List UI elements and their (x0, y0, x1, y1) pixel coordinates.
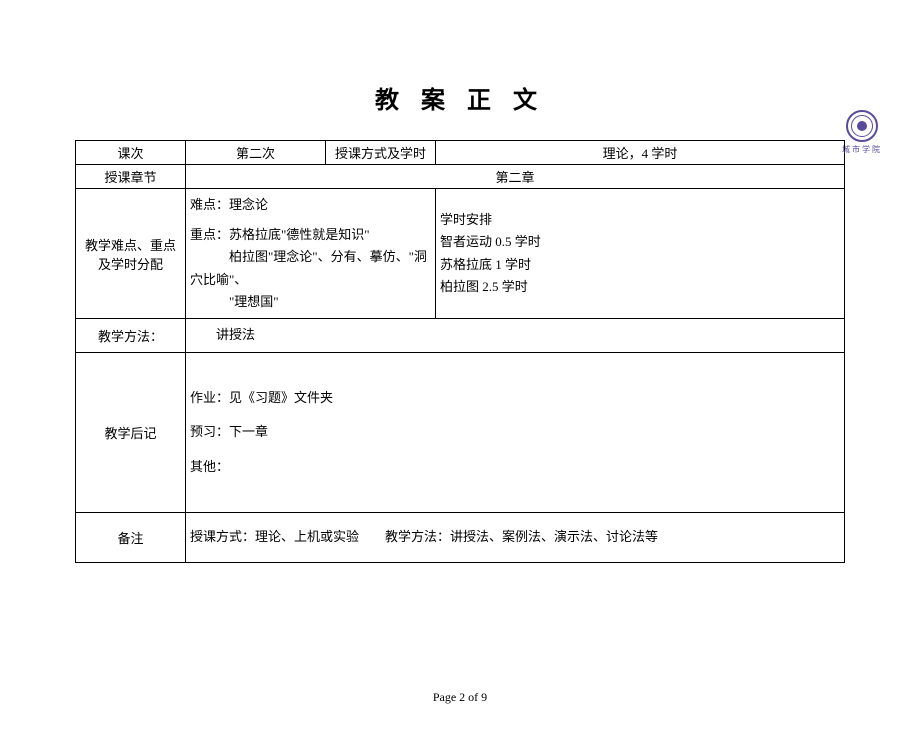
afterword-label: 教学后记 (76, 353, 186, 513)
other-line: 其他： (190, 456, 840, 478)
keypoint-line: 重点：苏格拉底"德性就是知识" (190, 224, 431, 246)
teaching-method-value: 讲授法 (186, 319, 845, 353)
table-row: 备注 授课方式：理论、上机或实验 教学方法：讲授法、案例法、演示法、讨论法等 (76, 513, 845, 563)
afterword-content: 作业：见《习题》文件夹 预习：下一章 其他： (186, 353, 845, 513)
homework-line: 作业：见《习题》文件夹 (190, 387, 840, 409)
difficulties-label: 教学难点、重点及学时分配 (76, 189, 186, 319)
page-footer: Page 2 of 9 (0, 690, 920, 705)
total-pages: 9 (481, 690, 487, 704)
chapter-label: 授课章节 (76, 165, 186, 189)
logo-institution-name: 城市学院 (842, 144, 882, 155)
page-label: Page (433, 690, 456, 704)
hours-line: 苏格拉底 1 学时 (440, 254, 840, 276)
logo-seal-icon (846, 110, 878, 142)
lesson-plan-table: 课次 第二次 授课方式及学时 理论，4 学时 授课章节 第二章 教学难点、重点及… (75, 140, 845, 563)
table-row: 教学难点、重点及学时分配 难点：理念论 重点：苏格拉底"德性就是知识" 柏拉图"… (76, 189, 845, 319)
session-label: 课次 (76, 141, 186, 165)
keypoint-line: 柏拉图"理念论"、分有、摹仿、"洞穴比喻"、 (190, 246, 431, 290)
hours-allocation: 学时安排 智者运动 0.5 学时 苏格拉底 1 学时 柏拉图 2.5 学时 (436, 189, 845, 319)
of-label: of (468, 690, 478, 704)
page-title: 教 案 正 文 (0, 80, 920, 115)
table-row: 教学方法： 讲授法 (76, 319, 845, 353)
table-row: 教学后记 作业：见《习题》文件夹 预习：下一章 其他： (76, 353, 845, 513)
mode-hours-value: 理论，4 学时 (436, 141, 845, 165)
session-value: 第二次 (186, 141, 326, 165)
difficulty-line: 难点：理念论 (190, 194, 431, 216)
preview-line: 预习：下一章 (190, 421, 840, 443)
institution-logo: 城市学院 (842, 110, 882, 155)
hours-line: 学时安排 (440, 209, 840, 231)
mode-hours-label: 授课方式及学时 (326, 141, 436, 165)
notes-label: 备注 (76, 513, 186, 563)
table-row: 课次 第二次 授课方式及学时 理论，4 学时 (76, 141, 845, 165)
hours-line: 智者运动 0.5 学时 (440, 231, 840, 253)
hours-line: 柏拉图 2.5 学时 (440, 276, 840, 298)
chapter-value: 第二章 (186, 165, 845, 189)
notes-value: 授课方式：理论、上机或实验 教学方法：讲授法、案例法、演示法、讨论法等 (186, 513, 845, 563)
page-number: 2 (459, 690, 465, 704)
teaching-method-label: 教学方法： (76, 319, 186, 353)
table-row: 授课章节 第二章 (76, 165, 845, 189)
keypoint-line: "理想国" (190, 291, 431, 313)
difficulties-content: 难点：理念论 重点：苏格拉底"德性就是知识" 柏拉图"理念论"、分有、摹仿、"洞… (186, 189, 436, 319)
